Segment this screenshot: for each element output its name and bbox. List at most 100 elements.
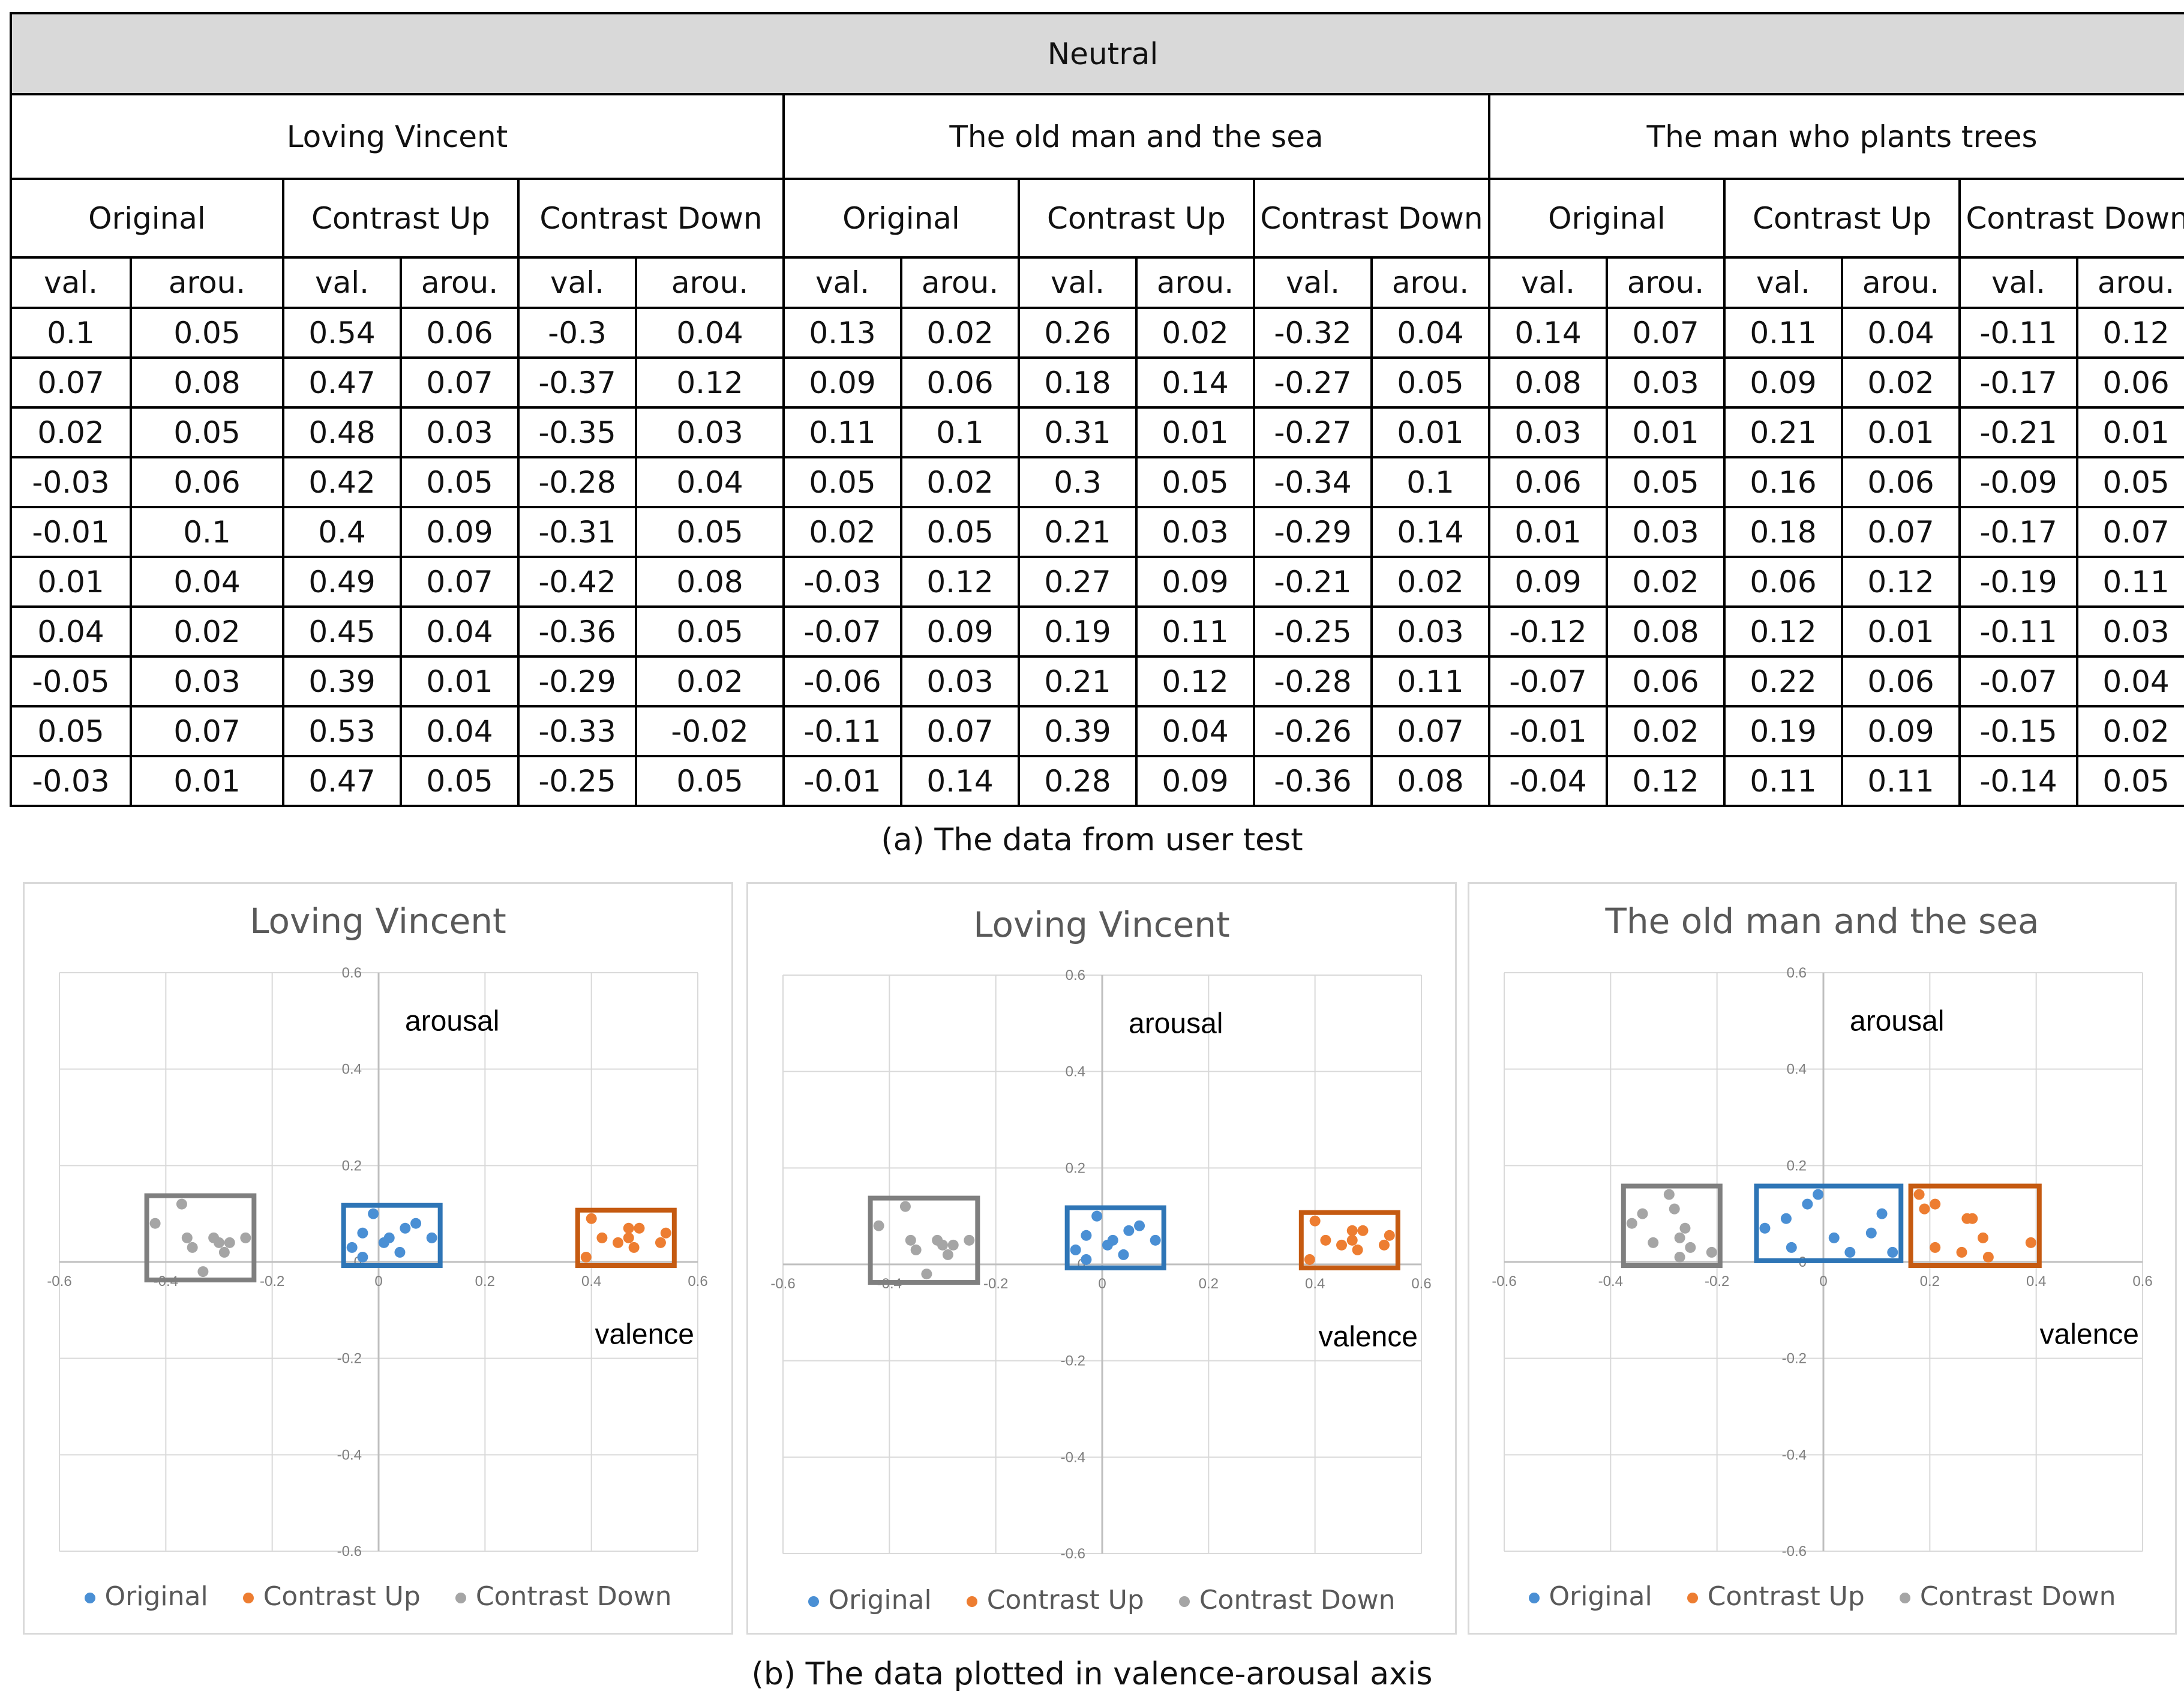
data-point-contrast-up bbox=[1930, 1242, 1941, 1253]
table-cell: 0.03 bbox=[1606, 506, 1726, 558]
data-point-contrast-down bbox=[1637, 1208, 1648, 1219]
table-row: 0.04 0.02 0.45 0.04 -0.36 0.05 -0.07 0.09 0.19 0.… bbox=[10, 605, 2184, 658]
data-point-contrast-up bbox=[596, 1232, 608, 1243]
legend-label: Contrast Up bbox=[986, 1585, 1144, 1615]
table-cell: 0.1 bbox=[900, 406, 1020, 458]
x-tick-label: -0.4 bbox=[1598, 1273, 1623, 1290]
table-cell: 0.01 bbox=[2075, 406, 2184, 458]
table-cell: 0.04 bbox=[1135, 705, 1255, 757]
table-cell: -0.3 bbox=[517, 307, 637, 359]
table-cell: 0.03 bbox=[635, 406, 785, 458]
y-tick-label: -0.2 bbox=[1061, 1353, 1085, 1369]
legend-marker bbox=[242, 1593, 254, 1603]
table-cell: 0.06 bbox=[1841, 655, 1961, 707]
data-point-original bbox=[346, 1242, 358, 1253]
table-cell: 0.1 bbox=[10, 307, 132, 359]
table-cell: 0.14 bbox=[1370, 506, 1490, 558]
table-cell: 0.27 bbox=[1018, 556, 1138, 608]
data-point-original bbox=[378, 1237, 389, 1248]
chart-legend: Original Contrast Up Contrast Down bbox=[25, 1581, 731, 1612]
user-test-table: Neutral Loving Vincent The old man and t… bbox=[9, 12, 2184, 807]
table-cell: -0.28 bbox=[517, 456, 637, 508]
table-cell: 0.09 bbox=[782, 356, 902, 409]
data-point-contrast-down bbox=[1648, 1237, 1659, 1248]
table-cell: 0.03 bbox=[1135, 506, 1255, 558]
data-point-original bbox=[1786, 1242, 1797, 1253]
scatter-plot: -0.6 -0.4 -0.2 0 0.2 0.4 0.60.60.40.20-0.2-0.4… bbox=[770, 967, 1431, 1562]
data-point-contrast-up bbox=[660, 1227, 671, 1239]
data-point-contrast-down bbox=[181, 1232, 193, 1243]
condition-header-contrast-up: Contrast Up bbox=[282, 178, 520, 259]
table-cell: -0.27 bbox=[1253, 406, 1373, 458]
table-cell: 0.01 bbox=[10, 556, 132, 608]
table-cell: 0.08 bbox=[1606, 605, 1726, 658]
table-cell: -0.03 bbox=[10, 456, 132, 508]
table-cell: 0.16 bbox=[1723, 456, 1843, 508]
data-point-contrast-down bbox=[240, 1232, 251, 1243]
table-cell: 0.07 bbox=[900, 705, 1020, 757]
data-point-original bbox=[357, 1227, 368, 1239]
table-cell: 0.04 bbox=[130, 556, 284, 608]
table-cell: 0.45 bbox=[282, 605, 402, 658]
y-tick-label: -0.4 bbox=[1782, 1447, 1807, 1463]
data-point-original bbox=[1150, 1234, 1161, 1246]
table-cell: 0.05 bbox=[635, 506, 785, 558]
y-axis-label: arousal bbox=[1850, 1005, 1944, 1037]
table-cell: 0.02 bbox=[130, 605, 284, 658]
cluster-box-contrast-down bbox=[868, 1195, 980, 1285]
table-cell: 0.09 bbox=[1135, 755, 1255, 807]
data-point-original bbox=[1802, 1198, 1813, 1210]
y-tick-label: 0.2 bbox=[1787, 1158, 1807, 1174]
y-tick-label: -0.6 bbox=[337, 1543, 362, 1560]
table-cell: 0.06 bbox=[1606, 655, 1726, 707]
table-cell: 0.01 bbox=[1488, 506, 1608, 558]
table-cell: -0.05 bbox=[10, 655, 132, 707]
data-point-contrast-down bbox=[218, 1246, 230, 1258]
sub-header-arousal: arou. bbox=[400, 256, 520, 309]
data-point-original bbox=[410, 1218, 422, 1229]
table-cell: -0.01 bbox=[10, 506, 132, 558]
table-cell: 0.12 bbox=[1135, 655, 1255, 707]
data-point-original bbox=[1865, 1227, 1877, 1239]
legend-label: Contrast Up bbox=[1707, 1581, 1865, 1612]
data-point-contrast-down bbox=[899, 1201, 911, 1212]
data-point-original bbox=[394, 1246, 406, 1258]
y-tick-label: 0.4 bbox=[1787, 1062, 1807, 1078]
table-cell: -0.11 bbox=[782, 705, 902, 757]
legend-marker bbox=[966, 1596, 977, 1607]
x-tick-label: 0 bbox=[1098, 1276, 1106, 1292]
table-cell: 0.04 bbox=[1370, 307, 1490, 359]
sub-header-row: val. arou. val. arou. val. arou. val. arou. val.… bbox=[10, 256, 2184, 309]
table-cell: 0.02 bbox=[900, 456, 1020, 508]
y-tick-label: 0.4 bbox=[1066, 1064, 1085, 1080]
x-tick-label: 0.2 bbox=[1920, 1273, 1940, 1290]
table-row: 0.07 0.08 0.47 0.07 -0.37 0.12 0.09 0.06 0.18 0.1… bbox=[10, 356, 2184, 409]
table-cell: -0.01 bbox=[1488, 705, 1608, 757]
table-cell: 0.01 bbox=[400, 655, 520, 707]
table-cell: -0.25 bbox=[517, 755, 637, 807]
table-cell: 0.07 bbox=[1606, 307, 1726, 359]
legend-item-contrast-down: Contrast Down bbox=[455, 1581, 672, 1612]
table-cell: 0.04 bbox=[635, 307, 785, 359]
sub-header-arousal: arou. bbox=[900, 256, 1020, 309]
table-row: 0.1 0.05 0.54 0.06 -0.3 0.04 0.13 0.02 0.26 0.02-… bbox=[10, 307, 2184, 359]
sub-header-valence: val. bbox=[1488, 256, 1608, 309]
sub-header-valence: val. bbox=[1723, 256, 1843, 309]
data-point-contrast-down bbox=[187, 1242, 198, 1253]
data-point-contrast-up bbox=[1978, 1232, 1988, 1243]
data-point-contrast-up bbox=[1304, 1254, 1315, 1265]
table-cell: 0.48 bbox=[282, 406, 402, 458]
table-cell: 0.1 bbox=[130, 506, 284, 558]
table-cell: -0.04 bbox=[1488, 755, 1608, 807]
table-cell: 0.12 bbox=[2075, 307, 2184, 359]
table-cell: 0.02 bbox=[1841, 356, 1961, 409]
table-cell: -0.21 bbox=[1958, 406, 2078, 458]
table-cell: 0.47 bbox=[282, 356, 402, 409]
x-tick-label: 0.6 bbox=[2132, 1273, 2152, 1290]
table-cell: 0.11 bbox=[2075, 556, 2184, 608]
table-cell: 0.4 bbox=[282, 506, 402, 558]
table-cell: -0.29 bbox=[517, 655, 637, 707]
table-cell: 0.09 bbox=[1135, 556, 1255, 608]
data-point-contrast-up bbox=[623, 1222, 634, 1234]
table-cell: -0.25 bbox=[1253, 605, 1373, 658]
